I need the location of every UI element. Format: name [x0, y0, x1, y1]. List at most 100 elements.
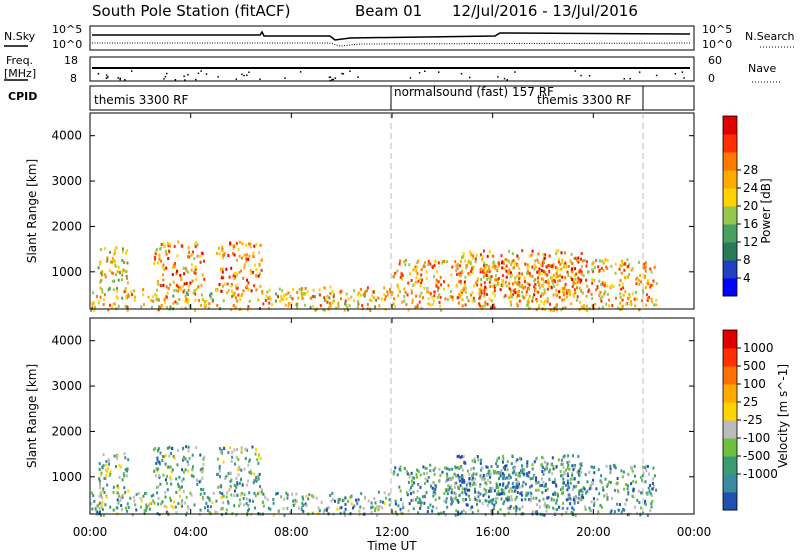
power-cell-0-275 — [208, 302, 211, 306]
x-axis-label: Time UT — [366, 539, 417, 553]
power-cell-5-166 — [491, 265, 494, 269]
velocity-cell-4-400 — [423, 501, 426, 505]
velocity-cell-5-224 — [577, 496, 580, 500]
power-cell-5-183 — [471, 291, 474, 295]
power-cell-4-421 — [588, 288, 591, 292]
power-cell-5-55 — [481, 255, 484, 259]
power-cell-4-392 — [624, 276, 626, 280]
velocity-cell-5-65 — [567, 454, 570, 458]
velocity-cell-0-100 — [370, 501, 373, 505]
power-cell-4-180 — [591, 268, 594, 272]
freq-dot-57 — [674, 73, 677, 75]
velocity-cell-4-413 — [435, 506, 438, 510]
velocity-cell-0-113 — [379, 505, 382, 509]
velocity-cell-4-513 — [424, 477, 427, 481]
freq-dot-11 — [235, 78, 238, 80]
velocity-cell-1-22 — [101, 489, 104, 493]
velocity-cell-5-215 — [572, 488, 574, 492]
power-cell-5-92 — [501, 279, 504, 283]
power-cell-0-25 — [257, 298, 260, 302]
power-cell-2-8 — [194, 269, 197, 273]
power-cell-0-152 — [361, 303, 364, 307]
velocity-cell-4-395 — [473, 487, 476, 491]
velocity-cell-0-307 — [96, 505, 98, 509]
power-cell-3-86 — [233, 271, 236, 275]
power-cell-2-7 — [168, 244, 171, 248]
xtick-label-4: 16:00 — [475, 525, 510, 539]
velocity-cell-5-158 — [461, 491, 464, 495]
power-cell-5-133 — [493, 294, 496, 298]
velocity-cell-0-231 — [143, 509, 146, 513]
power-cell-4-530 — [620, 306, 623, 310]
velocity-cell-0-192 — [221, 507, 224, 510]
freq-dot-47 — [241, 73, 243, 76]
velocity-cell-5-79 — [567, 497, 570, 501]
velocity-cell-0-311 — [242, 503, 245, 507]
velocity-cell-5-51 — [489, 481, 492, 484]
velocity-cell-4-170 — [652, 477, 655, 481]
power-cell-0-10 — [337, 304, 340, 308]
velocity-cell-4-425 — [454, 513, 457, 517]
power-cell-4-500 — [565, 288, 568, 292]
power-cell-0-174 — [280, 297, 283, 301]
power-cell-4-231 — [516, 302, 519, 306]
velocity-cell-4-72 — [497, 490, 500, 493]
velocity-cell-3-80 — [218, 447, 221, 451]
velocity-cell-4-67 — [648, 472, 650, 476]
velocity-cell-5-226 — [555, 483, 558, 487]
power-cell-4-332 — [557, 260, 560, 264]
power-cell-4-534 — [635, 277, 638, 281]
power-cell-3-32 — [235, 284, 238, 288]
power-cell-3-50 — [242, 289, 245, 293]
power-cell-4-191 — [414, 305, 417, 309]
power-cell-5-208 — [542, 293, 545, 297]
velocity-cell-2-69 — [202, 457, 205, 461]
power-cell-4-413 — [471, 299, 474, 303]
velocity-cell-4-295 — [592, 497, 595, 501]
power-cell-2-77 — [162, 242, 165, 246]
velocity-cell-3-13 — [235, 477, 238, 480]
power-cell-4-190 — [486, 302, 489, 306]
power-cell-0-23 — [234, 296, 237, 300]
power-cell-4-267 — [561, 286, 564, 290]
velocity-cell-4-357 — [507, 511, 510, 515]
power-cell-2-87 — [172, 263, 175, 267]
velocity-cell-0-15 — [119, 499, 122, 503]
velocity-cell-3-98 — [244, 457, 247, 461]
power-cell-4-336 — [644, 269, 647, 273]
power-cell-4-531 — [531, 274, 534, 278]
power-cell-4-334 — [459, 281, 462, 285]
velocity-cell-4-465 — [408, 475, 411, 479]
velocity-cell-2-91 — [199, 468, 202, 472]
power-cell-3-96 — [259, 259, 262, 263]
power-cell-4-99 — [420, 281, 423, 285]
velocity-cell-5-75 — [557, 494, 559, 498]
power-cell-3-21 — [243, 266, 246, 270]
power-cell-4-139 — [549, 276, 552, 280]
power-cell-5-176 — [508, 268, 511, 272]
velocity-cell-4-173 — [420, 501, 423, 505]
power-cell-4-272 — [509, 275, 512, 279]
velocity-cell-4-288 — [505, 464, 508, 468]
power-colorbar-swatch-5 — [723, 188, 737, 207]
velocity-cell-3-35 — [220, 448, 223, 452]
power-cell-4-119 — [439, 304, 442, 308]
power-cell-0-178 — [281, 289, 284, 293]
velocity-cell-4-488 — [529, 494, 532, 498]
velocity-cell-0-11 — [210, 505, 212, 509]
velocity-cell-4-385 — [424, 482, 426, 486]
power-cell-0-233 — [93, 309, 96, 312]
power-cell-4-21 — [412, 284, 415, 287]
power-cell-4-467 — [633, 297, 636, 301]
power-cell-1-4 — [100, 288, 103, 292]
power-cell-3-34 — [225, 267, 228, 271]
velocity-colorbar-swatch-2 — [723, 456, 737, 475]
velocity-cell-5-25 — [505, 485, 508, 489]
velocity-cell-4-312 — [577, 501, 580, 504]
velocity-cell-0-115 — [157, 497, 160, 500]
freq-dot-36 — [503, 77, 506, 80]
power-cell-4-569 — [433, 290, 436, 294]
velocity-cell-0-235 — [209, 511, 212, 515]
velocity-cell-5-21 — [487, 495, 490, 499]
freq-dot-33 — [683, 77, 685, 79]
